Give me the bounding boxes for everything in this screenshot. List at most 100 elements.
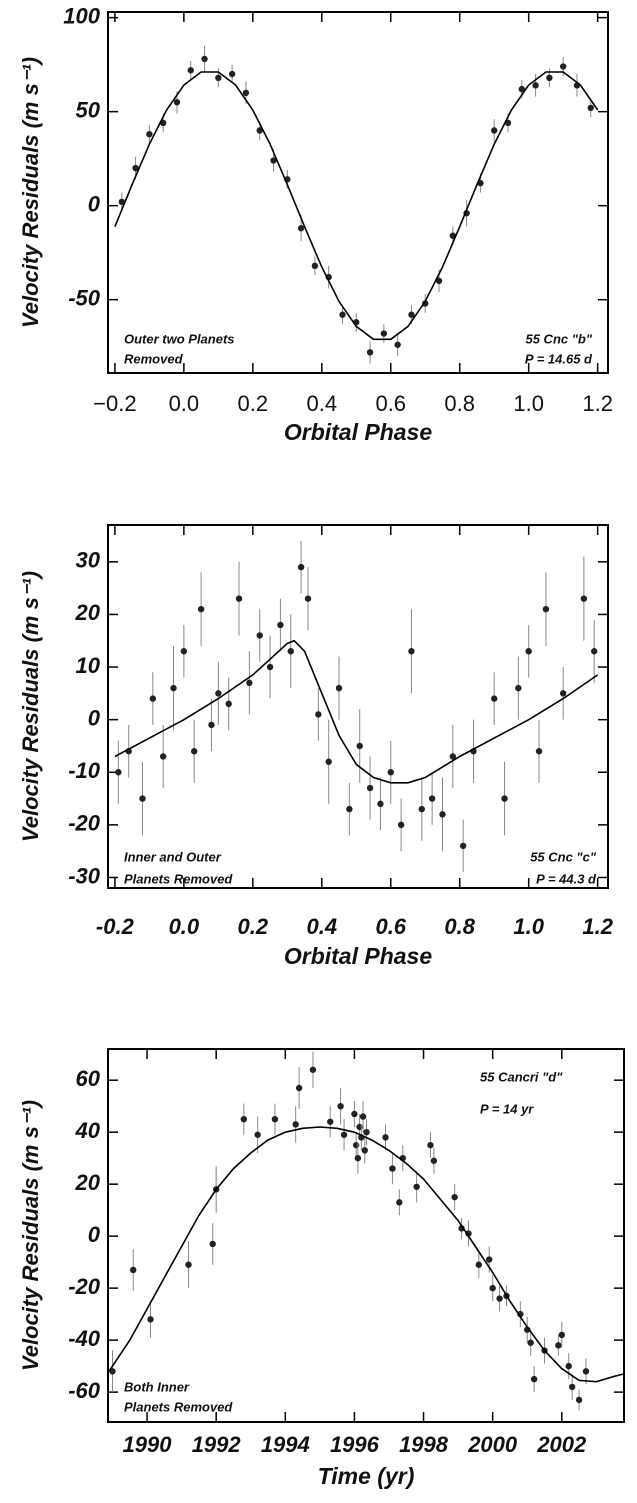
x-tick-label: 0.4 (306, 391, 337, 416)
x-tick-label: 2000 (467, 1432, 518, 1457)
data-point (459, 842, 467, 850)
data-point (130, 1266, 137, 1274)
data-point (191, 748, 198, 755)
x-tick-label: 1992 (192, 1432, 242, 1457)
annotation: 55 Cnc "b" (525, 331, 592, 346)
x-tick-label: 1.0 (513, 914, 544, 939)
data-point (173, 99, 181, 106)
data-point (356, 742, 363, 750)
x-tick-label: 0.6 (375, 391, 406, 416)
data-point (346, 805, 353, 813)
annotation: P = 14 yr (480, 1101, 534, 1116)
y-tick-label: 10 (76, 653, 101, 678)
data-point (266, 663, 274, 671)
data-point (115, 769, 122, 776)
data-point (396, 1199, 403, 1206)
annotation: 55 Cnc "c" (530, 849, 597, 864)
data-point (575, 1396, 583, 1404)
data-point (565, 1362, 572, 1370)
data-point (146, 131, 153, 138)
y-tick-label: -10 (68, 758, 101, 783)
data-point (366, 349, 374, 356)
data-point (542, 605, 550, 613)
data-point (295, 1084, 303, 1092)
annotation: Inner and Outer (124, 849, 222, 864)
data-point (428, 795, 436, 802)
x-axis-label: Orbital Phase (284, 943, 432, 969)
data-point (246, 679, 253, 687)
data-point (491, 695, 498, 702)
x-tick-label: 1990 (123, 1432, 173, 1457)
fit-curve (108, 1126, 625, 1383)
data-point (532, 82, 539, 89)
data-point (525, 648, 532, 655)
data-point (197, 605, 205, 613)
fit-curve (114, 71, 599, 341)
data-point (515, 684, 522, 692)
annotation: Removed (124, 351, 184, 366)
data-point (159, 753, 167, 760)
data-point (208, 721, 215, 729)
data-point (315, 711, 322, 718)
data-point (449, 753, 457, 760)
data-point (277, 621, 284, 629)
data-point (366, 784, 374, 792)
data-point (170, 684, 177, 692)
y-axis-label: Velocity Residuals (m s⁻¹) (18, 571, 43, 842)
y-axis-label: Velocity Residuals (m s⁻¹) (18, 1100, 43, 1371)
data-point (352, 1141, 360, 1149)
data-point (496, 1295, 503, 1302)
data-point (337, 1102, 344, 1110)
data-point (185, 1261, 192, 1268)
data-point (527, 1339, 534, 1346)
data-point (339, 311, 346, 318)
x-tick-label: 0.2 (238, 914, 269, 939)
data-point (235, 595, 243, 602)
x-axis-label: Orbital Phase (284, 419, 432, 445)
y-axis-label: Velocity Residuals (m s⁻¹) (18, 57, 43, 328)
data-point (559, 63, 567, 70)
x-tick-label: 0.4 (306, 914, 337, 939)
data-point (394, 341, 401, 348)
annotation: P = 14.65 d (525, 351, 593, 366)
data-point (475, 1261, 483, 1268)
y-tick-label: -50 (68, 285, 101, 310)
data-point (354, 1154, 362, 1162)
data-point (418, 805, 425, 813)
data-point (555, 1342, 562, 1349)
annotation: Outer two Planets (124, 331, 235, 346)
data-point (209, 1240, 216, 1248)
data-point (568, 1383, 576, 1391)
annotation: Planets Removed (124, 1399, 233, 1414)
y-tick-label: 0 (88, 705, 101, 730)
plot-frame (107, 524, 609, 889)
data-point (491, 127, 498, 134)
data-point (382, 1134, 389, 1141)
x-tick-label: 0.0 (169, 391, 200, 416)
data-point (311, 262, 319, 270)
x-tick-label: −0.2 (93, 391, 136, 416)
data-point (397, 821, 405, 829)
data-point (591, 648, 598, 655)
data-point (587, 104, 594, 112)
data-point (580, 595, 588, 602)
y-tick-label: 60 (76, 1066, 101, 1091)
data-point (559, 690, 567, 697)
x-tick-label: 0.8 (444, 914, 475, 939)
data-point (435, 277, 443, 285)
data-point (304, 595, 312, 602)
data-point (451, 1193, 458, 1201)
data-point (201, 55, 208, 63)
x-axis-label: Time (yr) (318, 1463, 415, 1489)
data-point (535, 748, 543, 755)
data-point (271, 1115, 279, 1123)
data-point (380, 330, 388, 337)
y-tick-label: -60 (68, 1378, 101, 1403)
y-tick-label: 0 (88, 191, 101, 216)
data-point (147, 1316, 154, 1323)
data-point (228, 70, 236, 78)
y-tick-label: -30 (68, 863, 101, 888)
data-point (387, 769, 394, 776)
data-point (118, 198, 125, 206)
data-point (359, 1113, 367, 1120)
